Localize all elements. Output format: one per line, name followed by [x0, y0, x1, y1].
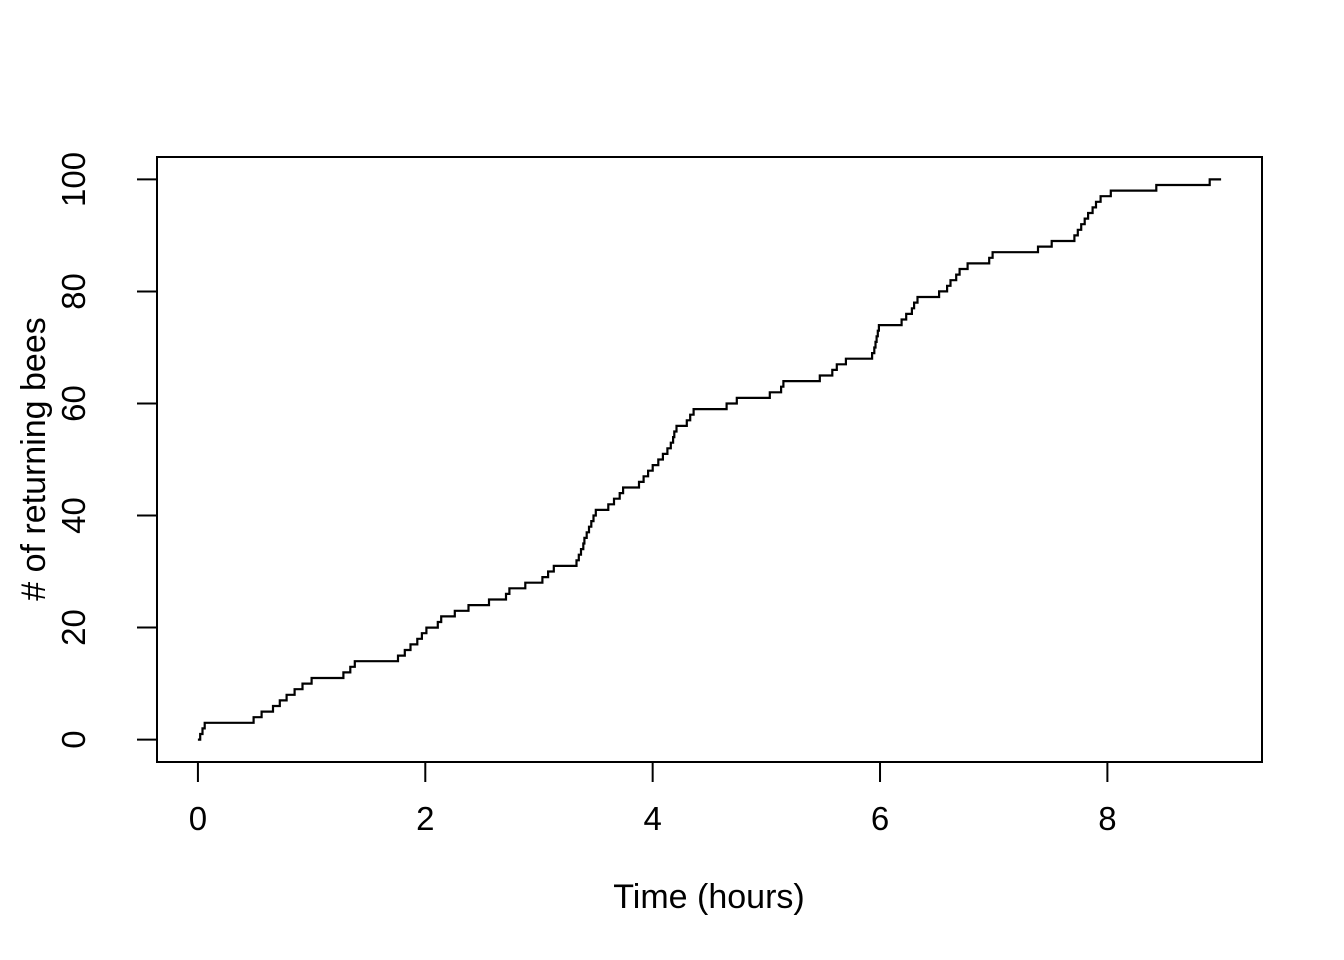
y-tick-label: 40 — [55, 497, 92, 534]
y-tick-label: 0 — [55, 730, 92, 748]
x-tick-label: 8 — [1098, 800, 1116, 837]
x-axis: 0 2 4 6 8 — [189, 762, 1117, 837]
y-tick-label: 60 — [55, 385, 92, 422]
y-axis: 0 20 40 60 80 100 — [55, 152, 157, 749]
x-tick-label: 0 — [189, 800, 207, 837]
x-axis-title: Time (hours) — [613, 878, 804, 916]
y-tick-label: 80 — [55, 273, 92, 310]
x-tick-label: 6 — [871, 800, 889, 837]
plot-box — [156, 156, 1263, 763]
y-tick-label: 100 — [55, 152, 92, 207]
x-tick-label: 4 — [643, 800, 661, 837]
x-tick-label: 2 — [416, 800, 434, 837]
y-tick-label: 20 — [55, 609, 92, 646]
y-axis-title: # of returning bees — [15, 317, 53, 601]
step-curve — [197, 178, 1222, 741]
